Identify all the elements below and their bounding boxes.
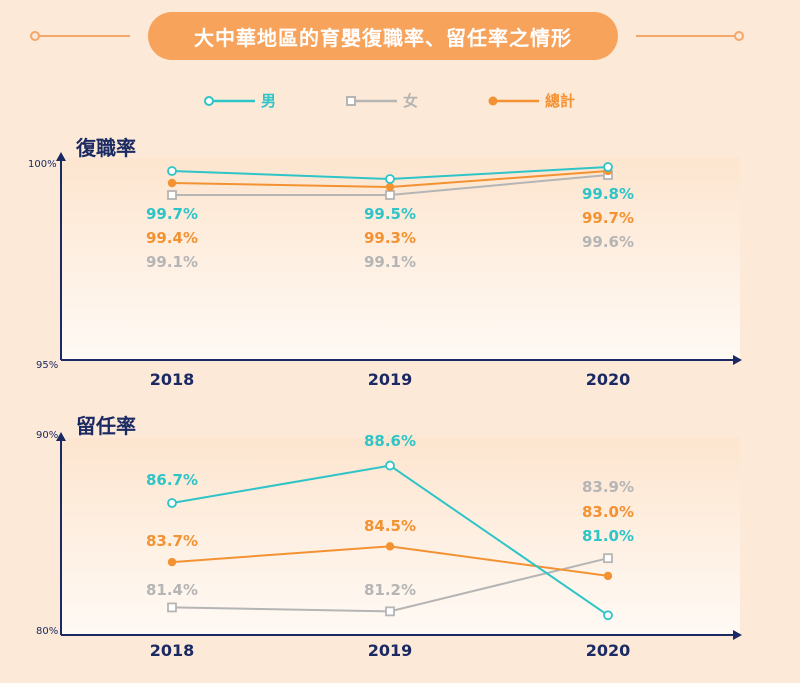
chart1-label-total-2020: 99.7% bbox=[582, 209, 634, 227]
chart2-label-female-2020: 83.9% bbox=[582, 478, 634, 496]
chart2-label-total-2018: 83.7% bbox=[146, 532, 198, 550]
chart-title: 大中華地區的育嬰復職率、留任率之情形 bbox=[148, 12, 618, 60]
chart2-point-male-2019 bbox=[385, 460, 395, 471]
chart1-point-total-2018 bbox=[167, 178, 177, 188]
chart1-x-arrow-icon bbox=[733, 355, 742, 365]
chart2-label-female-2019: 81.2% bbox=[364, 581, 416, 599]
legend-label-female: 女 bbox=[403, 92, 419, 110]
chart1-label-female-2019: 99.1% bbox=[364, 253, 416, 271]
chart2-label-female-2018: 81.4% bbox=[146, 581, 198, 599]
title-decoration-right bbox=[636, 31, 744, 41]
chart1-label-male-2018: 99.7% bbox=[146, 205, 198, 223]
chart2-xtick-2019: 2019 bbox=[368, 641, 413, 660]
legend-item-male: 男 bbox=[203, 90, 276, 111]
chart2-y-arrow-icon bbox=[56, 432, 66, 441]
chart1-point-male-2020 bbox=[603, 162, 613, 172]
chart1-label-total-2019: 99.3% bbox=[364, 229, 416, 247]
legend: 男 女 總計 bbox=[0, 90, 800, 110]
chart1-point-male-2019 bbox=[385, 174, 395, 184]
chart1-label-total-2018: 99.4% bbox=[146, 229, 198, 247]
chart1-point-total-2019 bbox=[385, 182, 395, 192]
chart1-point-male-2018 bbox=[167, 166, 177, 176]
chart1-xtick-2020: 2020 bbox=[586, 370, 631, 389]
chart1-label-female-2018: 99.1% bbox=[146, 253, 198, 271]
chart1-point-female-2019 bbox=[385, 190, 395, 200]
legend-label-total: 總計 bbox=[545, 92, 576, 110]
female-line-marker-icon bbox=[346, 95, 397, 106]
chart1-label-male-2019: 99.5% bbox=[364, 205, 416, 223]
chart2-title: 留任率 bbox=[76, 414, 136, 438]
chart2-label-male-2020: 81.0% bbox=[582, 527, 634, 545]
chart1-label-female-2020: 99.6% bbox=[582, 233, 634, 251]
chart2-point-male-2020 bbox=[603, 610, 613, 621]
chart2-point-female-2020 bbox=[603, 553, 613, 564]
chart1-label-male-2020: 99.8% bbox=[582, 185, 634, 203]
male-line-marker-icon bbox=[204, 95, 255, 106]
chart2-label-male-2019: 88.6% bbox=[364, 432, 416, 450]
chart2-point-female-2019 bbox=[385, 606, 395, 617]
chart2-xtick-2020: 2020 bbox=[586, 641, 631, 660]
chart2-xtick-2018: 2018 bbox=[150, 641, 195, 660]
chart2-ytick-top: 90% bbox=[36, 430, 59, 441]
chart1-y-arrow-icon bbox=[56, 152, 66, 161]
title-decoration-left bbox=[30, 31, 130, 41]
chart2-point-total-2020 bbox=[603, 571, 613, 581]
chart2-plot-area bbox=[61, 438, 740, 635]
legend-label-male: 男 bbox=[261, 92, 277, 110]
chart1-title: 復職率 bbox=[76, 136, 136, 160]
chart1-point-female-2018 bbox=[167, 190, 177, 200]
chart1-ytick-bottom: 95% bbox=[36, 360, 59, 371]
chart2-point-female-2018 bbox=[167, 602, 177, 613]
legend-item-total: 總計 bbox=[487, 90, 575, 111]
chart2-label-total-2020: 83.0% bbox=[582, 503, 634, 521]
chart2-point-total-2019 bbox=[385, 542, 395, 551]
chart1-xtick-2018: 2018 bbox=[150, 370, 195, 389]
total-line-marker-icon bbox=[488, 96, 539, 105]
legend-item-female: 女 bbox=[345, 90, 418, 111]
chart1-xtick-2019: 2019 bbox=[368, 370, 413, 389]
chart2-point-male-2018 bbox=[167, 498, 177, 508]
chart2-point-total-2018 bbox=[167, 557, 177, 567]
chart2-label-total-2019: 84.5% bbox=[364, 517, 416, 535]
chart2-label-male-2018: 86.7% bbox=[146, 471, 198, 489]
chart1-ytick-top: 100% bbox=[28, 159, 57, 170]
chart2-x-arrow-icon bbox=[733, 630, 742, 640]
chart2-ytick-bottom: 80% bbox=[36, 626, 59, 637]
